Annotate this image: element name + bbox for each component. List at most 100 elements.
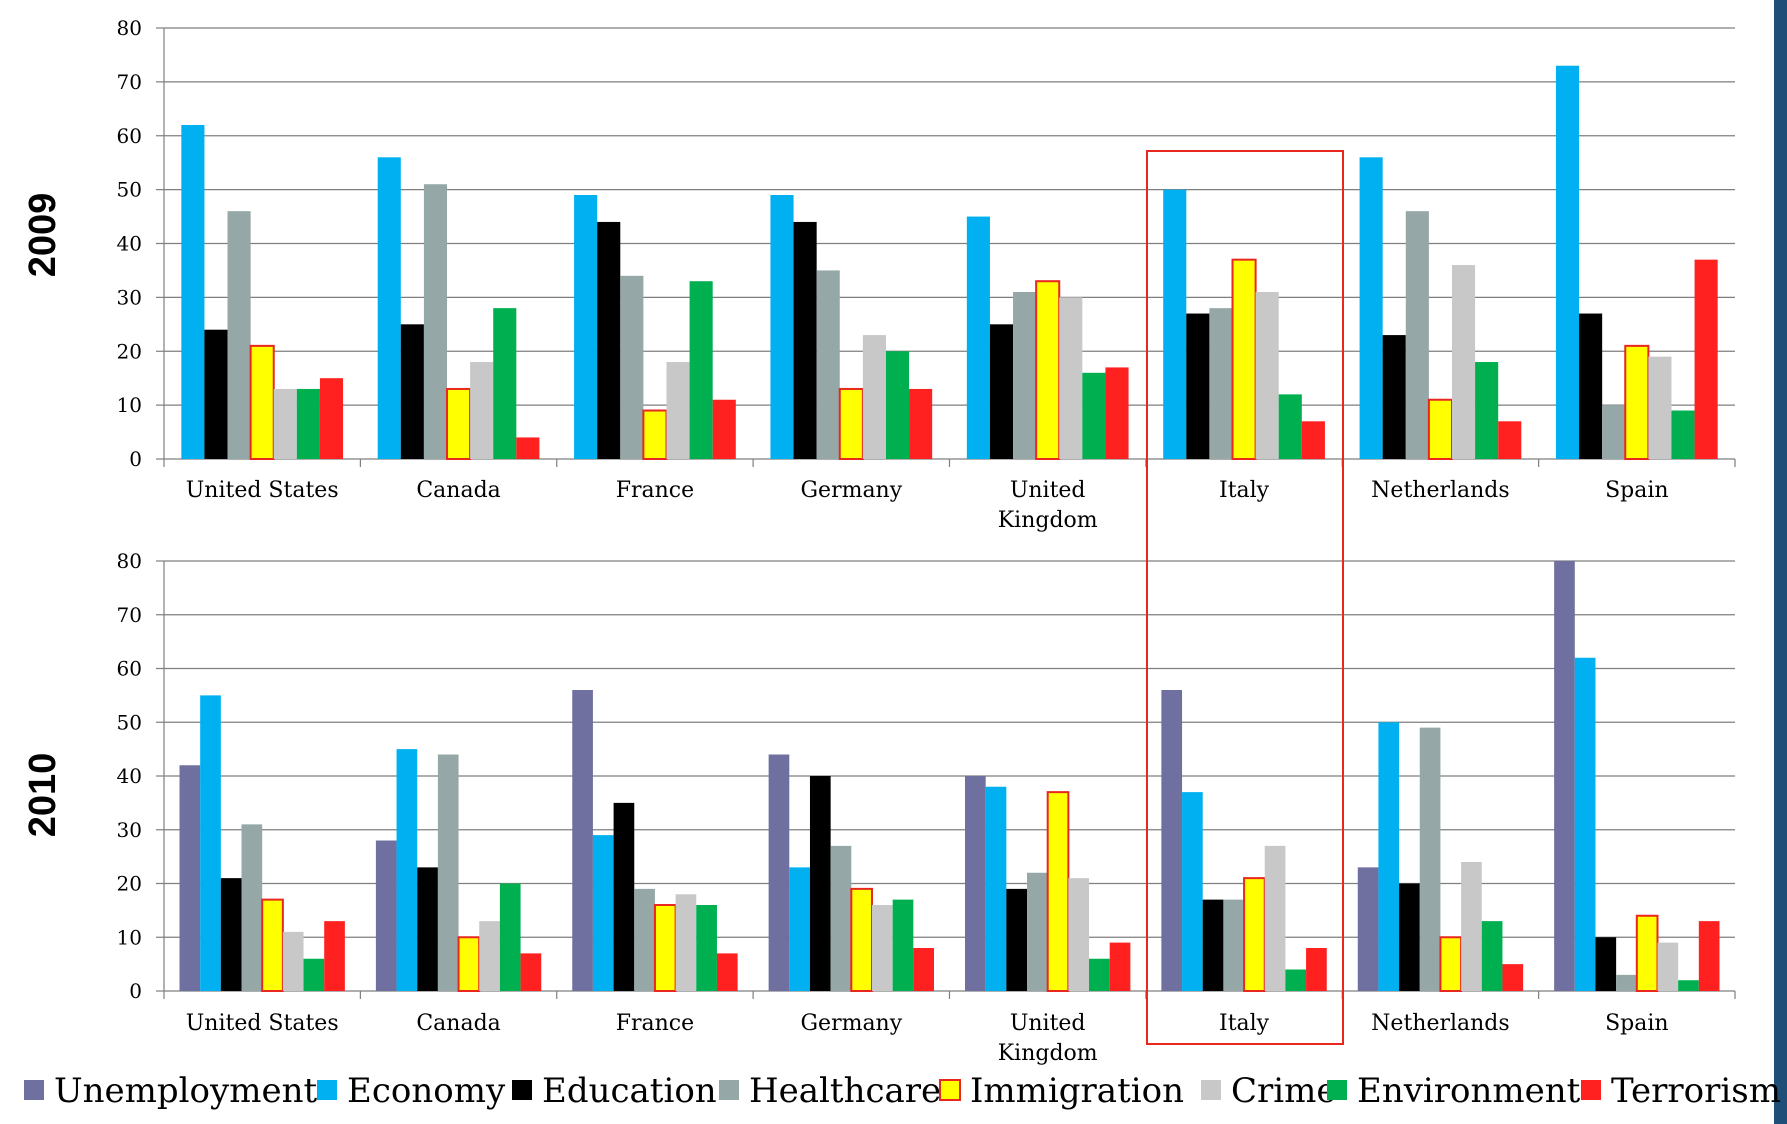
x-tick-label-line: United States [186,1011,339,1036]
x-tick-label-france: France [616,1011,694,1036]
bar-immigration-united-kingdom [1046,791,1070,992]
bar-education-germany [793,221,817,459]
y-tick-label: 80 [117,16,142,40]
year-label-2009: 2009 [22,193,64,278]
bar-crime-france [675,894,697,991]
bar-education-germany [809,776,831,991]
bar-education-united-states [220,878,242,991]
bar-education-united-kingdom [1006,888,1028,991]
y-tick-label: 20 [117,872,142,896]
x-tick-label-line: France [616,1011,694,1036]
x-tick-label-netherlands: Netherlands [1371,478,1510,503]
bar-environment-france [689,281,713,459]
x-tick-label-line: Spain [1605,478,1668,503]
bar-terrorism-united-states [324,921,345,991]
bar-environment-united-kingdom [1089,958,1110,991]
legend-label-crime: Crime [1231,1071,1337,1111]
bar-terrorism-germany [909,388,933,459]
legend-swatch-terrorism [1581,1080,1601,1100]
bar-economy-canada [377,157,401,460]
bar-healthcare-france [620,275,644,459]
bar-economy-italy [1163,189,1187,459]
x-tick-label-united-states: United States [186,1011,339,1036]
bar-crime-spain [1648,356,1672,459]
x-tick-label-line: Canada [416,1011,500,1036]
x-tick-label-line: Italy [1219,1011,1270,1036]
x-tick-label-united-states: United States [186,478,339,503]
bar-immigration-united-kingdom [1035,280,1061,460]
y-tick-label: 50 [117,178,142,202]
bar-education-canada [417,867,438,991]
bar-immigration-italy [1243,877,1266,992]
bar-crime-netherlands [1461,862,1482,991]
bar-education-spain [1579,313,1603,459]
bar-education-netherlands [1399,883,1420,991]
x-tick-label-italy: Italy [1219,1011,1270,1036]
bar-environment-spain [1678,980,1699,991]
y-tick-label: 40 [117,232,142,256]
x-tick-label-spain: Spain [1605,1011,1668,1036]
bar-economy-italy [1182,792,1203,991]
x-tick-label-germany: Germany [800,1011,902,1036]
chart-panel-2010: 0 10 20 30 40 50 60 70 80 United States Canada Fran… [22,549,1736,1066]
bar-terrorism-netherlands [1502,964,1524,991]
bar-healthcare-germany [816,270,840,459]
bar-terrorism-netherlands [1498,421,1522,459]
bar-unemployment-france [572,690,593,991]
bar-immigration-germany [850,887,873,992]
x-tick-label-italy: Italy [1219,478,1270,503]
bar-terrorism-france [712,399,736,459]
bar-unemployment-germany [768,754,790,991]
bar-environment-netherlands [1481,921,1503,991]
bar-environment-germany [885,351,910,459]
x-tick-label-line: Kingdom [998,508,1098,533]
bar-environment-united-states [303,958,325,991]
x-tick-label-line: Netherlands [1371,478,1510,503]
bar-crime-canada [479,921,500,991]
bar-crime-united-kingdom [1068,878,1090,991]
legend-label-terrorism: Terrorism [1611,1071,1781,1111]
bar-education-france [597,221,621,459]
bar-economy-germany [770,195,794,459]
y-tick-label: 70 [117,70,142,94]
bar-terrorism-france [716,953,738,991]
bar-economy-germany [789,867,810,991]
bar-environment-france [696,905,717,991]
italy-highlight-box [1146,150,1344,1045]
legend-swatch-environment [1327,1080,1347,1100]
bar-education-italy [1202,899,1224,991]
bar-crime-germany [862,335,886,459]
bar-terrorism-united-kingdom [1105,367,1129,459]
y-tick-label: 10 [117,925,142,949]
bar-education-italy [1186,313,1210,459]
bar-crime-united-states [273,388,297,459]
bar-terrorism-canada [520,953,542,991]
y-tick-label: 30 [117,285,142,309]
y-tick-label: 0 [129,979,142,1003]
x-tick-label-canada: Canada [416,1011,500,1036]
legend-label-education: Education [542,1071,717,1111]
bar-environment-germany [892,899,914,991]
bar-immigration-canada [457,936,481,992]
legend-swatch-economy [317,1080,337,1100]
y-tick-label: 20 [117,339,142,363]
x-tick-label-line: Germany [800,478,902,503]
legend-swatch-immigration [939,1079,961,1101]
x-tick-label-line: United [1010,1011,1086,1036]
bar-healthcare-united-kingdom [1027,872,1048,991]
bar-healthcare-united-kingdom [1013,291,1037,459]
legend-label-economy: Economy [347,1071,506,1111]
bar-education-united-kingdom [989,324,1014,459]
bar-environment-netherlands [1475,362,1499,459]
legend: Unemployment Economy Education Healthcare Im… [24,1071,1781,1111]
bar-healthcare-united-states [227,211,251,459]
bar-unemployment-united-kingdom [965,776,986,991]
bar-environment-spain [1671,410,1695,459]
bar-crime-france [666,362,690,459]
y-tick-label: 80 [117,549,142,573]
legend-swatch-education [512,1080,532,1100]
x-tick-label-united-kingdom: United Kingdom [998,478,1098,533]
bar-economy-netherlands [1378,722,1400,991]
bar-unemployment-netherlands [1357,867,1379,991]
